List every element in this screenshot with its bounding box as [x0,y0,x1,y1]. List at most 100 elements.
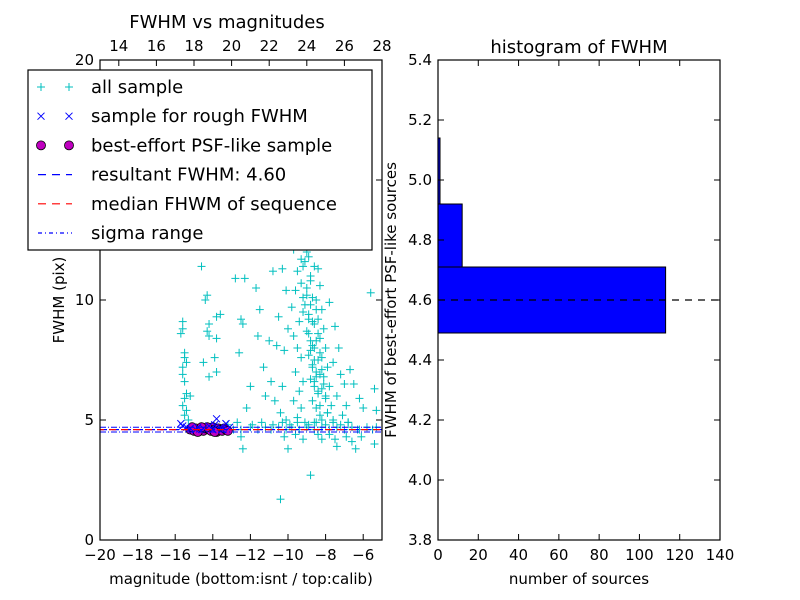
all-sample-point [295,317,304,326]
all-sample-point [329,418,338,427]
all-sample-point [355,394,364,403]
x-tick-label: −16 [159,546,191,564]
all-sample-point [212,368,221,376]
all-sample-point [295,387,304,396]
all-sample-point [372,406,381,415]
all-sample-point [317,365,326,374]
y-tick-label: 4.4 [408,351,432,369]
all-sample-point [253,332,262,340]
all-sample-point [300,257,309,266]
all-sample-point [299,262,308,271]
all-sample-point [272,341,281,350]
all-sample-point [180,394,189,403]
top-x-tick-label: 24 [297,37,316,55]
all-sample-point [308,317,317,326]
all-sample-point [315,348,324,357]
all-sample-point [331,435,339,444]
all-sample-point [276,495,285,504]
all-sample-point [317,384,326,393]
x-tick-label: −14 [197,546,229,564]
all-sample-point [184,416,193,424]
all-sample-point [274,312,283,321]
y-tick-label: 5.0 [408,171,432,189]
all-sample-point [238,320,247,328]
top-x-tick-label: 18 [184,37,203,55]
all-sample-point [317,435,326,444]
x-tick-label: 40 [509,546,528,564]
all-sample-point [334,344,343,352]
all-sample-point [308,396,317,405]
all-sample-point [180,411,189,420]
histogram-bar [437,203,463,268]
all-sample-point [304,351,313,360]
top-x-tick-label: 22 [260,37,279,55]
legend-label: sample for rough FWHM [91,106,308,127]
all-sample-point [255,305,264,314]
scatter-top-ticks: 14 16 18 20 22 24 26 28 [109,37,392,66]
x-tick-label: 60 [549,546,568,564]
all-sample-point [287,303,296,312]
all-sample-point [293,418,302,427]
y-tick-label: 3.8 [408,531,432,549]
all-sample-point [342,401,351,410]
all-sample-point [252,284,261,292]
all-sample-point [304,420,313,429]
all-sample-point [180,377,189,386]
y-tick-label: 4.6 [408,291,432,309]
all-sample-point [268,267,277,276]
top-x-tick-label: 26 [335,37,354,55]
legend-item: resultant FWHM: 4.60 [38,165,286,186]
all-sample-point [302,291,311,300]
all-sample-point [370,384,379,393]
legend-label: median FHWM of sequence [91,194,337,215]
all-sample-point [312,305,321,314]
x-tick-label: 140 [706,546,735,564]
all-sample-point [259,363,268,372]
all-sample-point [306,276,315,285]
all-sample-point [268,420,277,429]
histogram-y-ticks: 3.8 4.0 4.2 4.4 4.6 4.8 5.0 5.2 5.4 [408,51,720,549]
all-sample-point [201,296,210,304]
histogram-y-label: FWHM of best-effort PSF-like sources [382,162,400,438]
y-tick-label: 4.2 [408,411,432,429]
all-sample-point [332,442,341,451]
all-sample-point [242,404,251,412]
all-sample-point [336,370,345,379]
y-tick-label: 4.8 [408,231,432,249]
x-tick-label: −8 [315,546,337,564]
all-sample-point [323,408,332,417]
all-sample-point [315,281,324,290]
y-tick-label: 20 [75,51,94,69]
legend-label: best-effort PSF-like sample [91,135,332,156]
all-sample-point [212,334,221,343]
legend-box [27,69,373,251]
y-tick-label: 5 [84,411,94,429]
histogram-x-label: number of sources [509,570,649,588]
legend-label: resultant FWHM: 4.60 [91,165,286,186]
all-sample-point [306,346,315,355]
x-tick-label: −20 [84,546,116,564]
all-sample-point [349,380,358,388]
reference-lines [100,426,382,433]
all-sample-point [325,382,334,391]
all-sample-point [366,288,375,297]
x-tick-label: 0 [433,546,443,564]
all-sample-point [323,363,332,372]
all-sample-point [257,418,266,427]
x-tick-label: 80 [590,546,609,564]
all-sample-point [359,404,368,412]
all-sample-point [302,284,311,292]
rough-sample-point [212,414,221,423]
all-sample-point [314,315,323,324]
all-sample-point [178,317,187,326]
all-sample-point [270,396,279,405]
scatter-title: FWHM vs magnitudes [129,12,324,33]
all-sample-point [237,315,245,324]
all-sample-point [314,329,323,338]
all-sample-point [197,262,206,271]
scatter-y-label: FWHM (pix) [50,257,68,344]
all-sample-point [180,353,189,362]
top-x-tick-label: 14 [109,37,128,55]
scatter-x-label: magnitude (bottom:isnt / top:calib) [109,570,373,588]
